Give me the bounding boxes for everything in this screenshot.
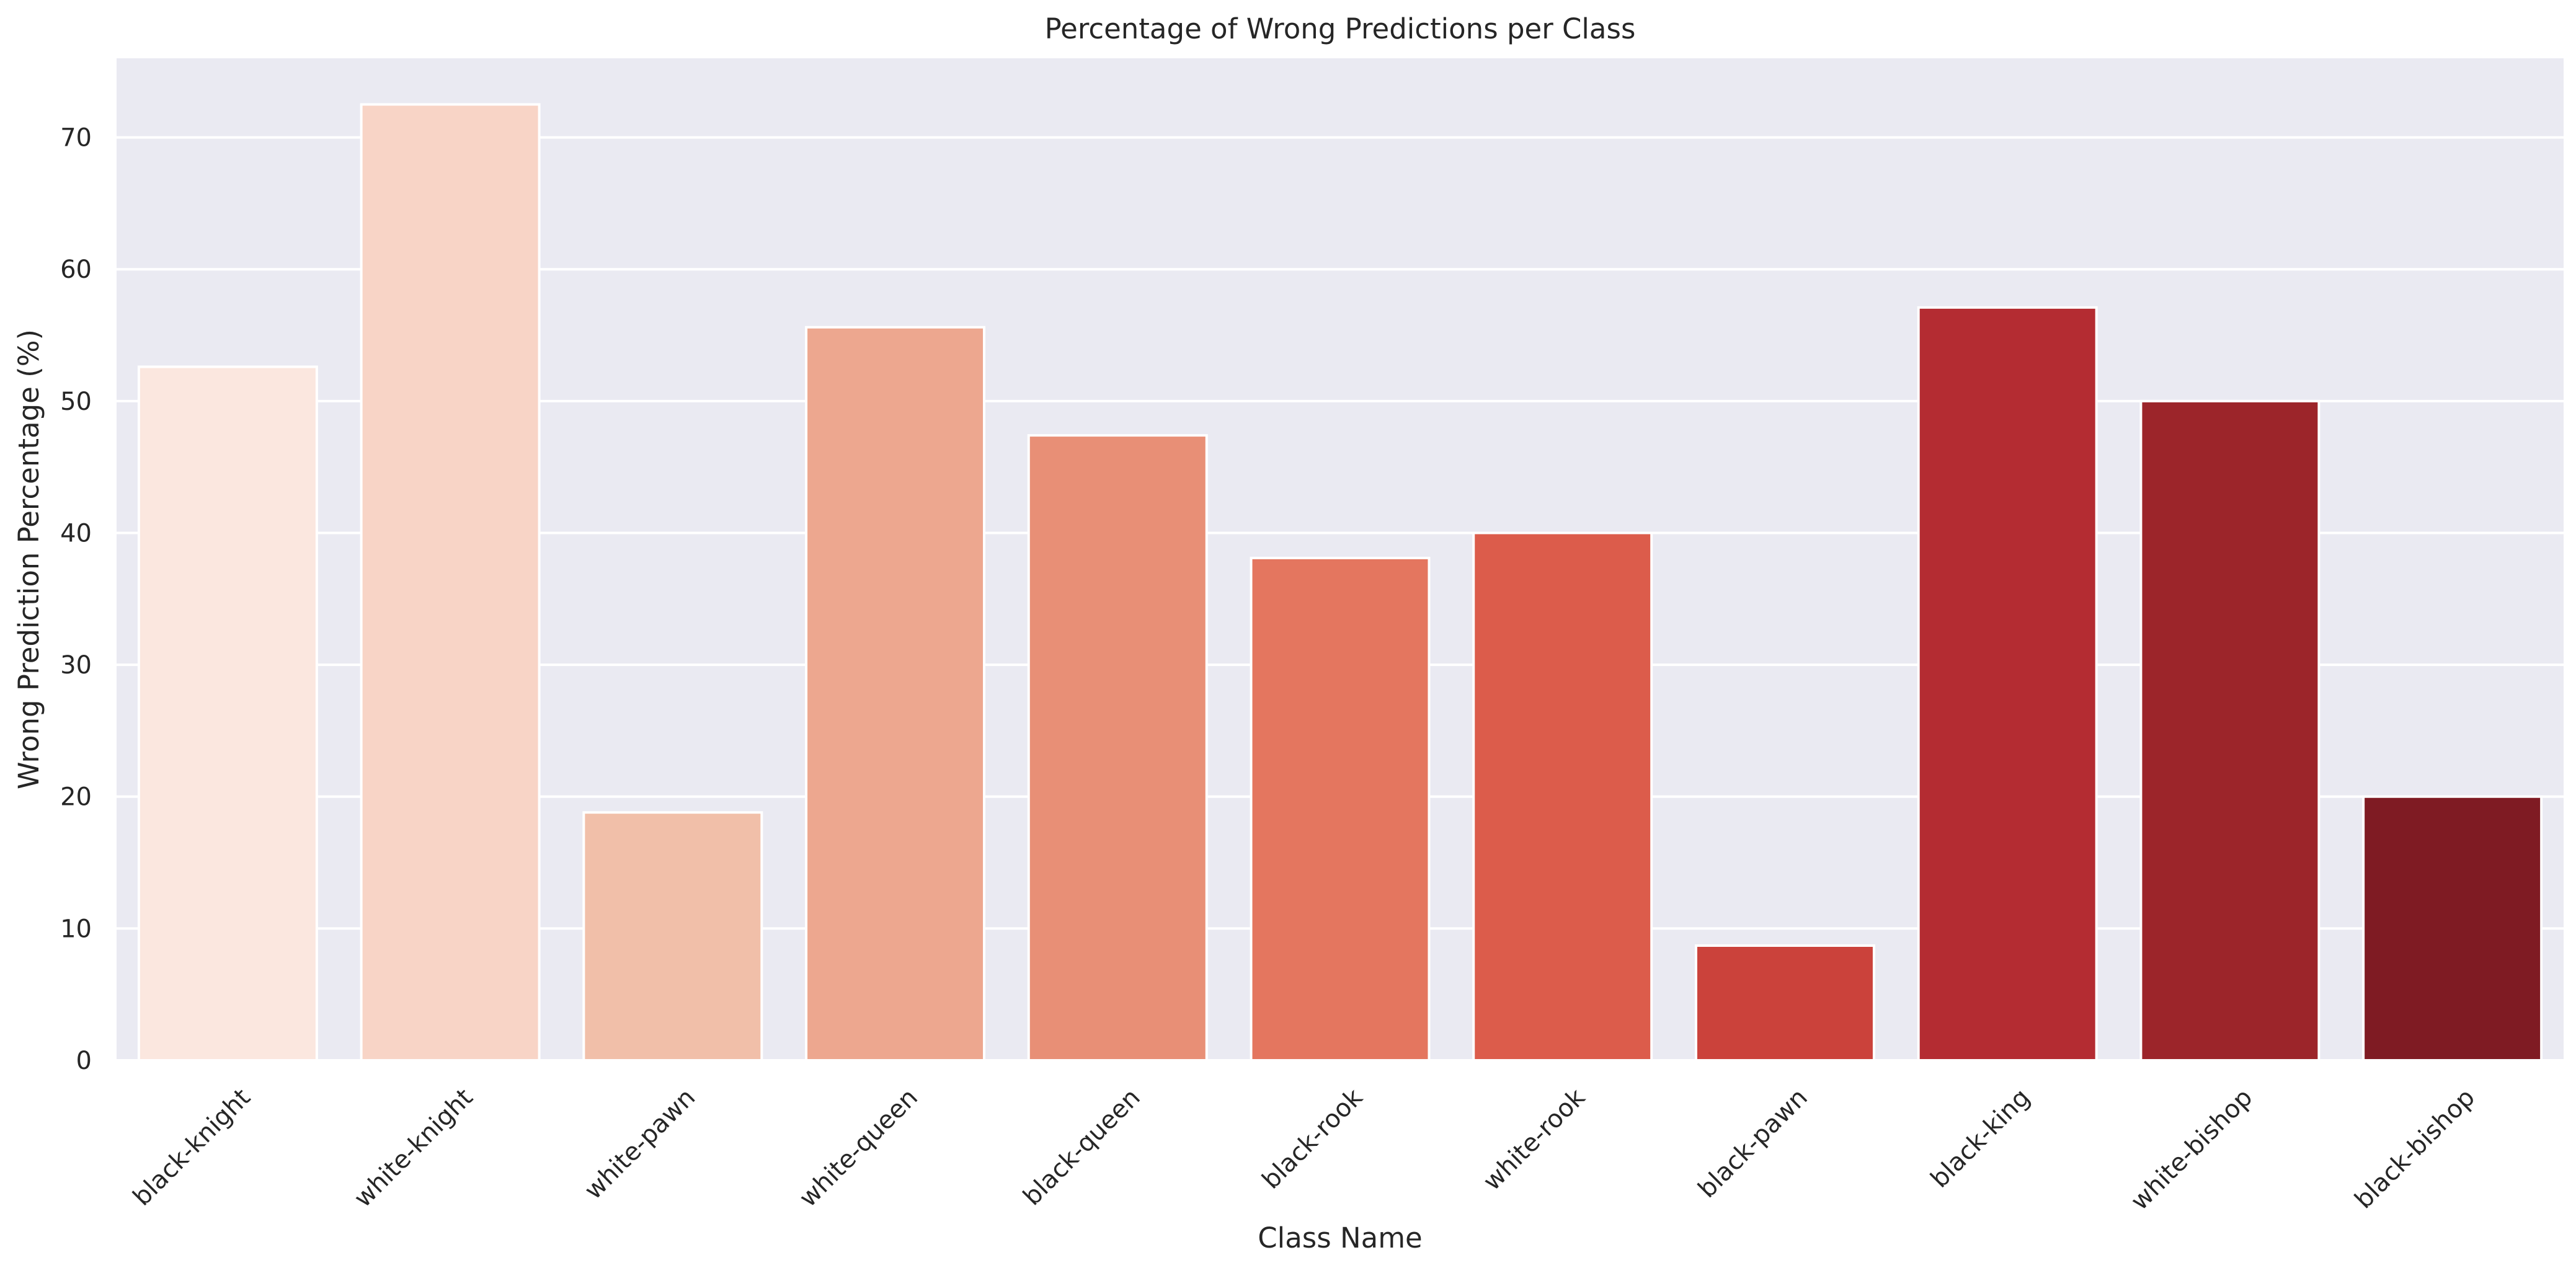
bar-white-bishop xyxy=(2139,399,2321,1062)
bar-black-bishop xyxy=(2362,795,2543,1062)
x-tick-labels: black-knight white-knight white-pawn white-… xyxy=(128,1083,2481,1215)
chart-title: Percentage of Wrong Predictions per Clas… xyxy=(1045,12,1636,45)
bar-black-queen xyxy=(1027,434,1208,1062)
bar-white-rook xyxy=(1472,531,1653,1062)
bar-white-pawn xyxy=(582,811,763,1062)
y-tick-labels: 0 10 20 30 40 50 60 70 xyxy=(60,124,92,1075)
x-tick-label: white-bishop xyxy=(2125,1083,2258,1216)
y-tick-label: 30 xyxy=(60,651,92,680)
y-tick-label: 60 xyxy=(60,255,92,284)
bar-black-knight xyxy=(137,365,318,1062)
y-tick-label: 50 xyxy=(60,388,92,416)
x-tick-label: black-king xyxy=(1925,1083,2036,1194)
y-tick-label: 20 xyxy=(60,783,92,812)
bar-white-queen xyxy=(805,326,986,1062)
x-tick-label: black-bishop xyxy=(2350,1083,2481,1215)
x-tick-label: black-pawn xyxy=(1693,1083,1813,1204)
y-axis-title: Wrong Prediction Percentage (%) xyxy=(12,329,45,789)
x-tick-label: white-knight xyxy=(349,1083,478,1213)
x-axis-title: Class Name xyxy=(1258,1222,1422,1254)
y-tick-label: 10 xyxy=(60,915,92,943)
x-tick-label: black-queen xyxy=(1018,1083,1145,1211)
bar-white-knight xyxy=(360,103,541,1062)
bar-black-pawn xyxy=(1694,944,1875,1062)
bar-black-rook xyxy=(1250,556,1431,1062)
y-tick-label: 0 xyxy=(76,1047,92,1075)
x-tick-label: black-knight xyxy=(128,1083,256,1212)
bars xyxy=(137,103,2543,1062)
x-tick-label: white-pawn xyxy=(579,1083,701,1205)
y-tick-label: 70 xyxy=(60,124,92,153)
x-tick-label: white-rook xyxy=(1478,1083,1591,1196)
bar-black-king xyxy=(1917,306,2098,1062)
x-tick-label: white-queen xyxy=(794,1083,923,1213)
x-tick-label: black-rook xyxy=(1257,1083,1369,1194)
y-tick-label: 40 xyxy=(60,519,92,548)
